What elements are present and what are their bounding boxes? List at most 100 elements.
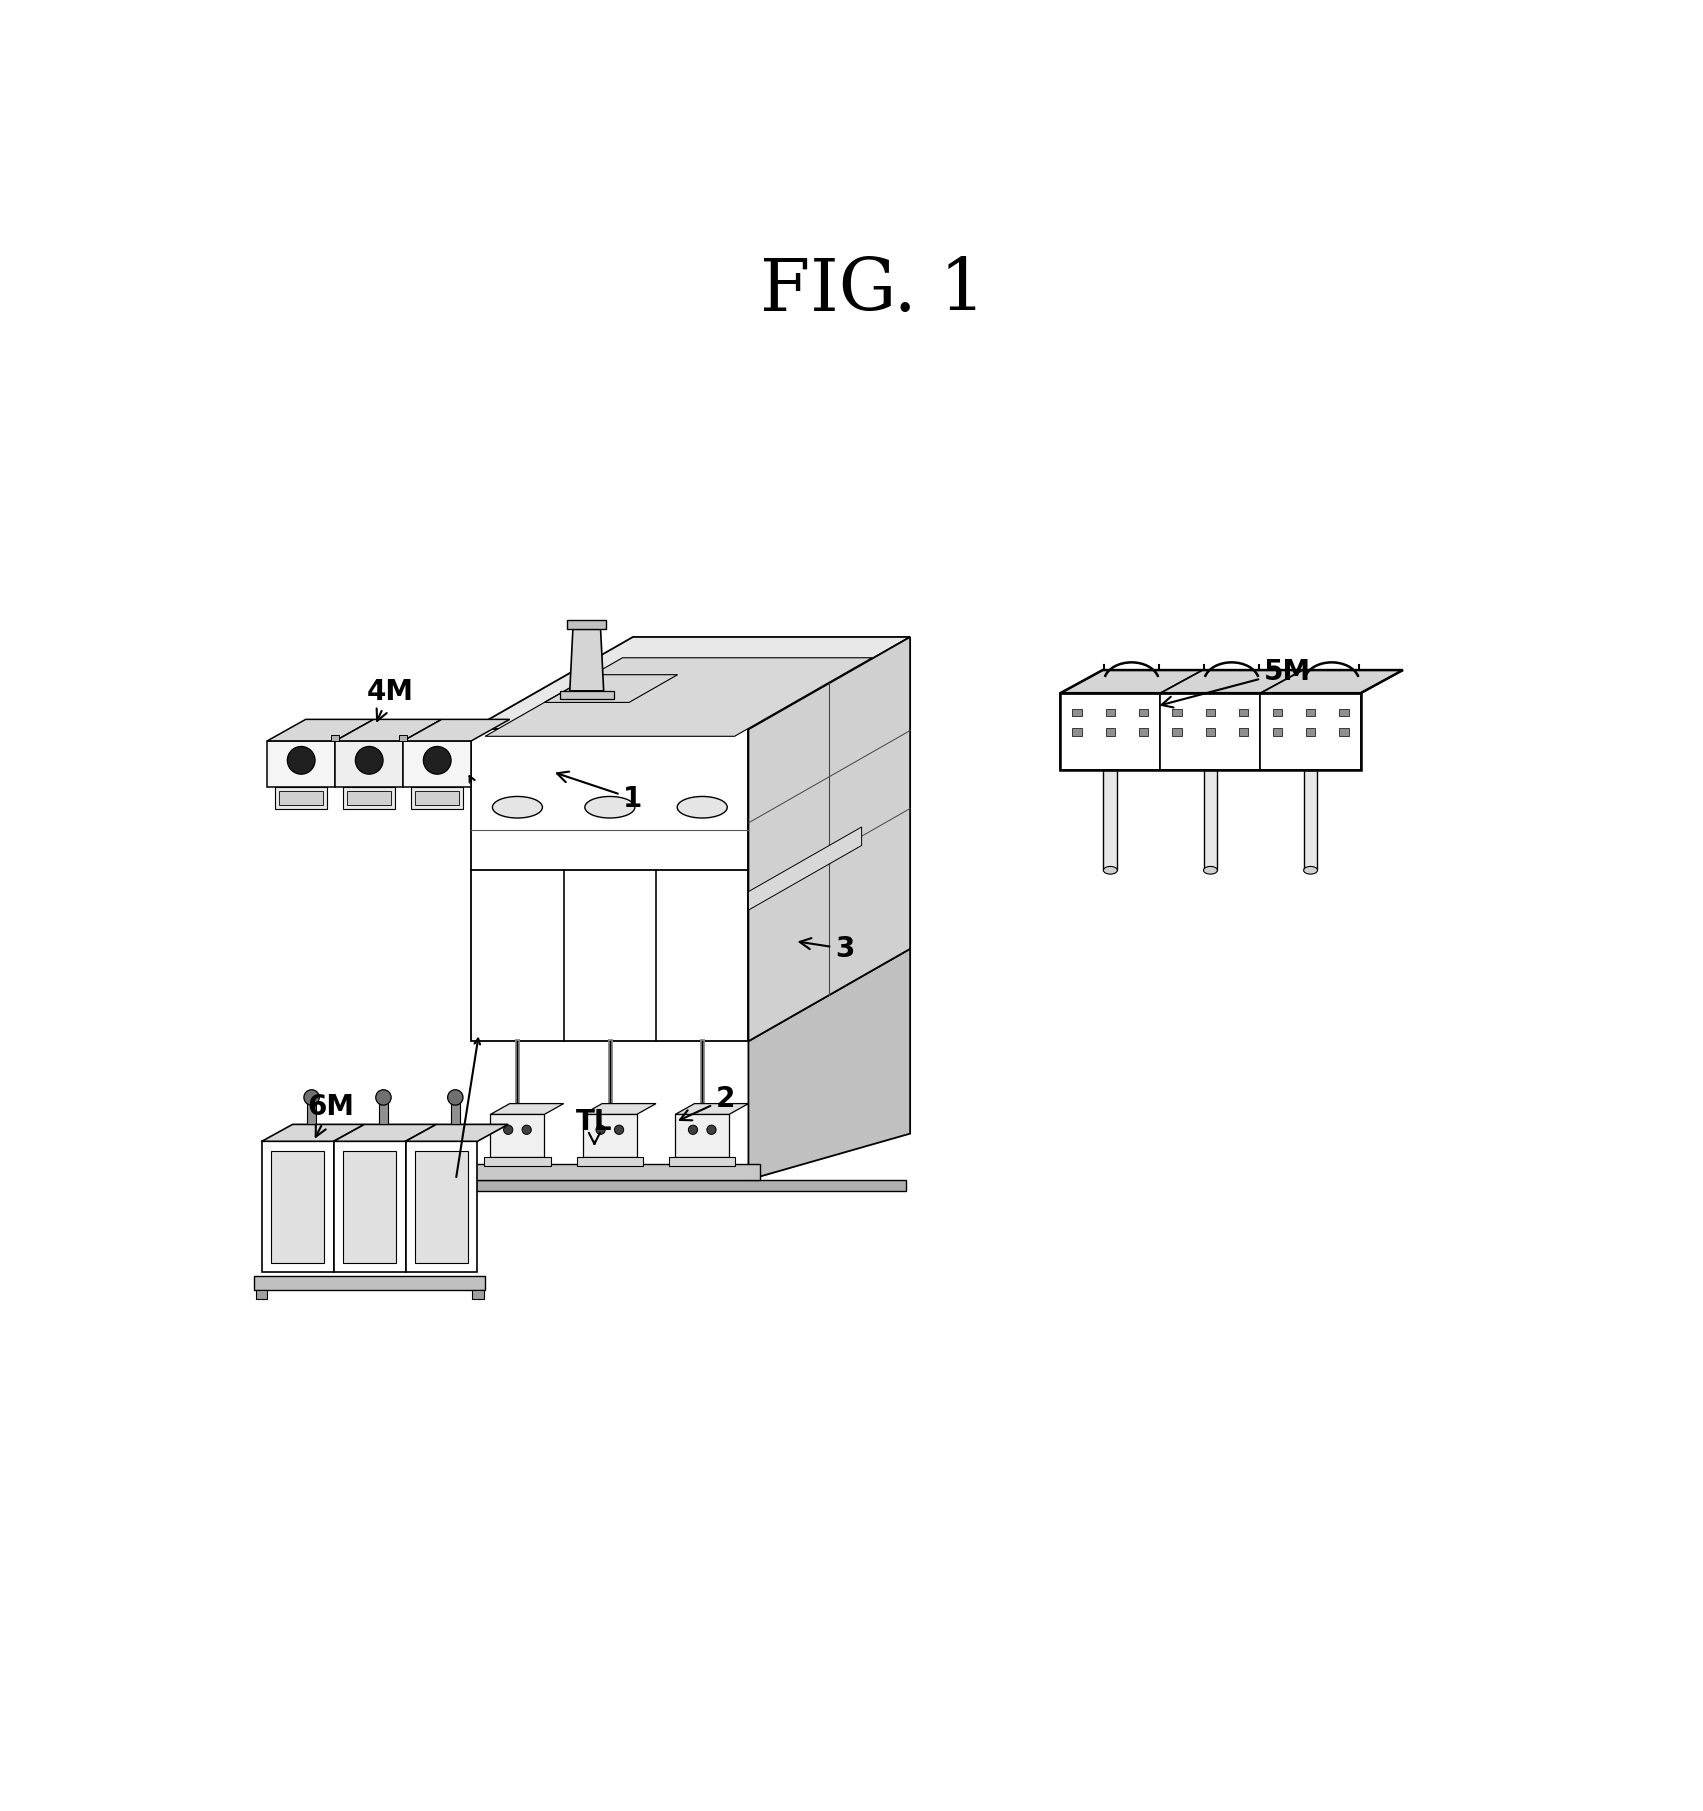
Polygon shape — [577, 1157, 644, 1166]
Polygon shape — [1339, 728, 1349, 735]
Ellipse shape — [678, 797, 727, 819]
Circle shape — [356, 746, 383, 773]
Polygon shape — [342, 1150, 397, 1262]
Polygon shape — [560, 690, 613, 699]
Polygon shape — [748, 637, 909, 1041]
Polygon shape — [1206, 708, 1214, 717]
Polygon shape — [334, 1141, 405, 1271]
Polygon shape — [279, 791, 324, 804]
Ellipse shape — [584, 797, 635, 819]
Polygon shape — [1260, 694, 1361, 770]
Polygon shape — [262, 1125, 364, 1141]
Polygon shape — [271, 1150, 324, 1262]
Polygon shape — [307, 1097, 317, 1125]
Polygon shape — [669, 1157, 736, 1166]
Text: FIG. 1: FIG. 1 — [760, 255, 984, 326]
Polygon shape — [332, 735, 339, 741]
Polygon shape — [582, 1103, 656, 1114]
Polygon shape — [1061, 694, 1160, 770]
Polygon shape — [676, 1114, 729, 1157]
Polygon shape — [1240, 728, 1248, 735]
Polygon shape — [335, 719, 441, 741]
Polygon shape — [1260, 670, 1403, 694]
Polygon shape — [255, 1289, 267, 1298]
Circle shape — [504, 1125, 513, 1134]
Polygon shape — [567, 619, 606, 628]
Polygon shape — [276, 788, 327, 810]
Polygon shape — [490, 1114, 545, 1157]
Polygon shape — [1061, 670, 1202, 694]
Polygon shape — [347, 791, 392, 804]
Polygon shape — [451, 1179, 906, 1190]
Polygon shape — [1139, 728, 1148, 735]
Polygon shape — [1306, 708, 1315, 717]
Circle shape — [424, 746, 451, 773]
Polygon shape — [1303, 770, 1318, 871]
Polygon shape — [472, 730, 748, 1041]
Polygon shape — [262, 1141, 334, 1271]
Polygon shape — [1204, 770, 1218, 871]
Circle shape — [615, 1125, 623, 1134]
Polygon shape — [1160, 694, 1260, 770]
Polygon shape — [404, 741, 472, 788]
Polygon shape — [334, 1125, 436, 1141]
Polygon shape — [460, 1164, 760, 1179]
Polygon shape — [1172, 708, 1182, 717]
Polygon shape — [267, 719, 373, 741]
Polygon shape — [254, 1277, 485, 1289]
Polygon shape — [676, 1103, 748, 1114]
Polygon shape — [484, 1157, 550, 1166]
Polygon shape — [1160, 670, 1303, 694]
Polygon shape — [485, 657, 872, 737]
Polygon shape — [748, 949, 909, 1179]
Text: 6M: 6M — [308, 1092, 354, 1137]
Polygon shape — [1272, 708, 1282, 717]
Polygon shape — [472, 637, 909, 730]
Ellipse shape — [1204, 866, 1218, 875]
Polygon shape — [400, 735, 407, 741]
Text: 2: 2 — [679, 1085, 736, 1121]
Circle shape — [303, 1090, 318, 1105]
Polygon shape — [1272, 728, 1282, 735]
Text: TL: TL — [576, 1108, 613, 1145]
Polygon shape — [1206, 728, 1214, 735]
Polygon shape — [416, 1150, 468, 1262]
Ellipse shape — [1303, 866, 1318, 875]
Polygon shape — [1139, 708, 1148, 717]
Polygon shape — [1306, 728, 1315, 735]
Polygon shape — [405, 1141, 477, 1271]
Text: 1: 1 — [557, 771, 642, 813]
Circle shape — [596, 1125, 605, 1134]
Polygon shape — [490, 1103, 564, 1114]
Polygon shape — [416, 791, 460, 804]
Text: 4M: 4M — [366, 677, 414, 721]
Text: 3: 3 — [800, 934, 855, 963]
Polygon shape — [1240, 708, 1248, 717]
Circle shape — [288, 746, 315, 773]
Ellipse shape — [1104, 866, 1117, 875]
Polygon shape — [1172, 728, 1182, 735]
Circle shape — [707, 1125, 715, 1134]
Polygon shape — [1339, 708, 1349, 717]
Polygon shape — [472, 1289, 484, 1298]
Polygon shape — [571, 628, 603, 690]
Polygon shape — [451, 1097, 460, 1125]
Polygon shape — [404, 719, 509, 741]
Text: 5M: 5M — [1161, 657, 1311, 708]
Polygon shape — [405, 1125, 507, 1141]
Polygon shape — [582, 1114, 637, 1157]
Polygon shape — [412, 788, 463, 810]
Polygon shape — [335, 741, 404, 788]
Ellipse shape — [492, 797, 543, 819]
Polygon shape — [748, 828, 862, 911]
Polygon shape — [1073, 708, 1081, 717]
Polygon shape — [344, 788, 395, 810]
Polygon shape — [1073, 728, 1081, 735]
Circle shape — [523, 1125, 531, 1134]
Circle shape — [448, 1090, 463, 1105]
Polygon shape — [267, 741, 335, 788]
Circle shape — [376, 1090, 392, 1105]
Polygon shape — [1104, 770, 1117, 871]
Circle shape — [688, 1125, 698, 1134]
Polygon shape — [378, 1097, 388, 1125]
